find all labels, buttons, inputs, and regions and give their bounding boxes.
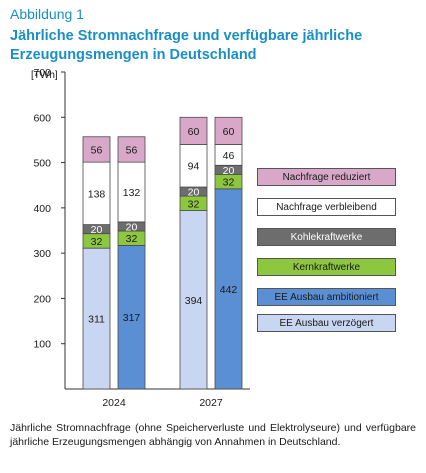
- data-label: 311: [88, 314, 105, 326]
- data-label: 20: [223, 165, 235, 177]
- stacked-bar-chart: [TWh]10020030040050060070031132201385631…: [31, 67, 250, 409]
- data-label: 394: [185, 295, 203, 307]
- y-tick-label: 300: [33, 248, 51, 260]
- y-tick-label: 400: [33, 203, 51, 215]
- data-label: 132: [123, 187, 141, 199]
- legend-ee-verzoegert: EE Ausbau verzögert: [257, 314, 396, 332]
- y-axis-label: [TWh]: [31, 70, 58, 81]
- data-label: 20: [188, 187, 200, 199]
- data-label: 32: [126, 233, 138, 245]
- figure-caption: Jährliche Stromnachfrage (ohne Speicherv…: [10, 422, 416, 448]
- data-label: 20: [126, 221, 138, 233]
- legend-nachfrage-reduziert: Nachfrage reduziert: [257, 168, 396, 186]
- figure-label: Abbildung 1: [10, 6, 84, 22]
- data-label: 442: [220, 284, 238, 296]
- bar-segment: [179, 144, 208, 188]
- bar-segment: [179, 116, 208, 145]
- bar-segment: [82, 136, 111, 163]
- chart-title: Jährliche Stromnachfrage und verfügbare …: [10, 28, 363, 63]
- bar-segment: [117, 245, 146, 390]
- data-label: 32: [188, 198, 200, 210]
- y-tick-label: 700: [33, 67, 51, 79]
- x-tick-label: 2027: [199, 397, 223, 409]
- data-label: 56: [126, 144, 138, 156]
- y-tick-label: 600: [33, 112, 51, 124]
- data-label: 317: [123, 312, 141, 324]
- legend-kernkraftwerke: Kernkraftwerke: [257, 258, 396, 276]
- legend-ee-ambitioniert: EE Ausbau ambitioniert: [257, 288, 396, 306]
- legend-kohlekraftwerke: Kohlekraftwerke: [257, 228, 396, 246]
- bar-segment: [214, 116, 243, 145]
- data-label: 20: [91, 224, 103, 236]
- y-tick-label: 100: [33, 339, 51, 351]
- bar-segment: [82, 247, 111, 390]
- legend-nachfrage-verbleibend: Nachfrage verbleibend: [257, 198, 396, 216]
- data-label: 94: [188, 161, 200, 173]
- data-label: 46: [223, 150, 235, 162]
- data-label: 60: [188, 126, 200, 138]
- y-tick-label: 500: [33, 158, 51, 170]
- bar-segment: [214, 188, 243, 390]
- bar-segment: [82, 161, 111, 226]
- data-label: 56: [91, 144, 103, 156]
- x-tick-label: 2024: [102, 397, 126, 409]
- data-label: 32: [91, 236, 103, 248]
- bar-segment: [117, 136, 146, 163]
- data-label: 60: [223, 126, 235, 138]
- data-label: 138: [88, 188, 106, 200]
- bar-segment: [179, 210, 208, 390]
- data-label: 32: [223, 177, 235, 189]
- y-tick-label: 200: [33, 293, 51, 305]
